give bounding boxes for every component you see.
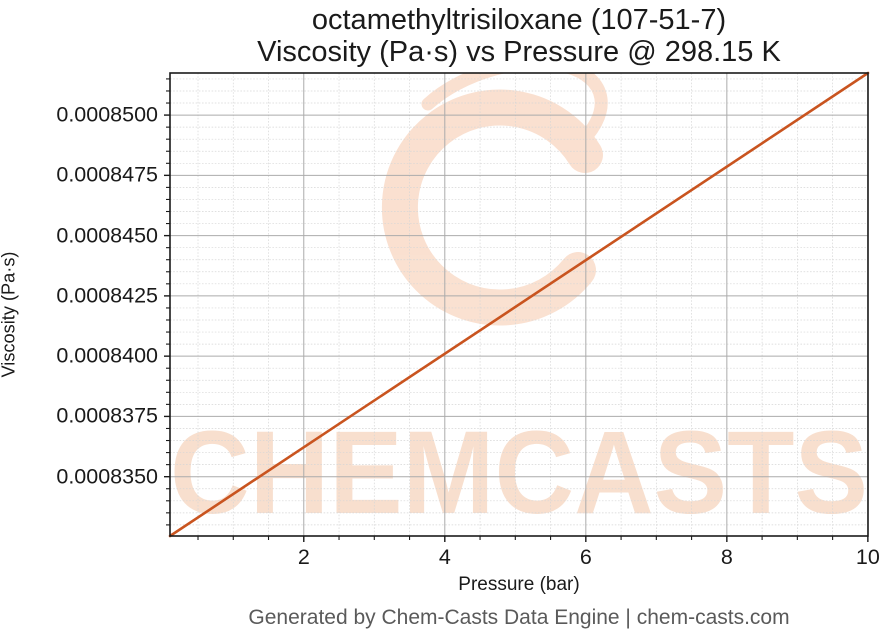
svg-text:CHEMCASTS: CHEMCASTS: [170, 407, 868, 539]
